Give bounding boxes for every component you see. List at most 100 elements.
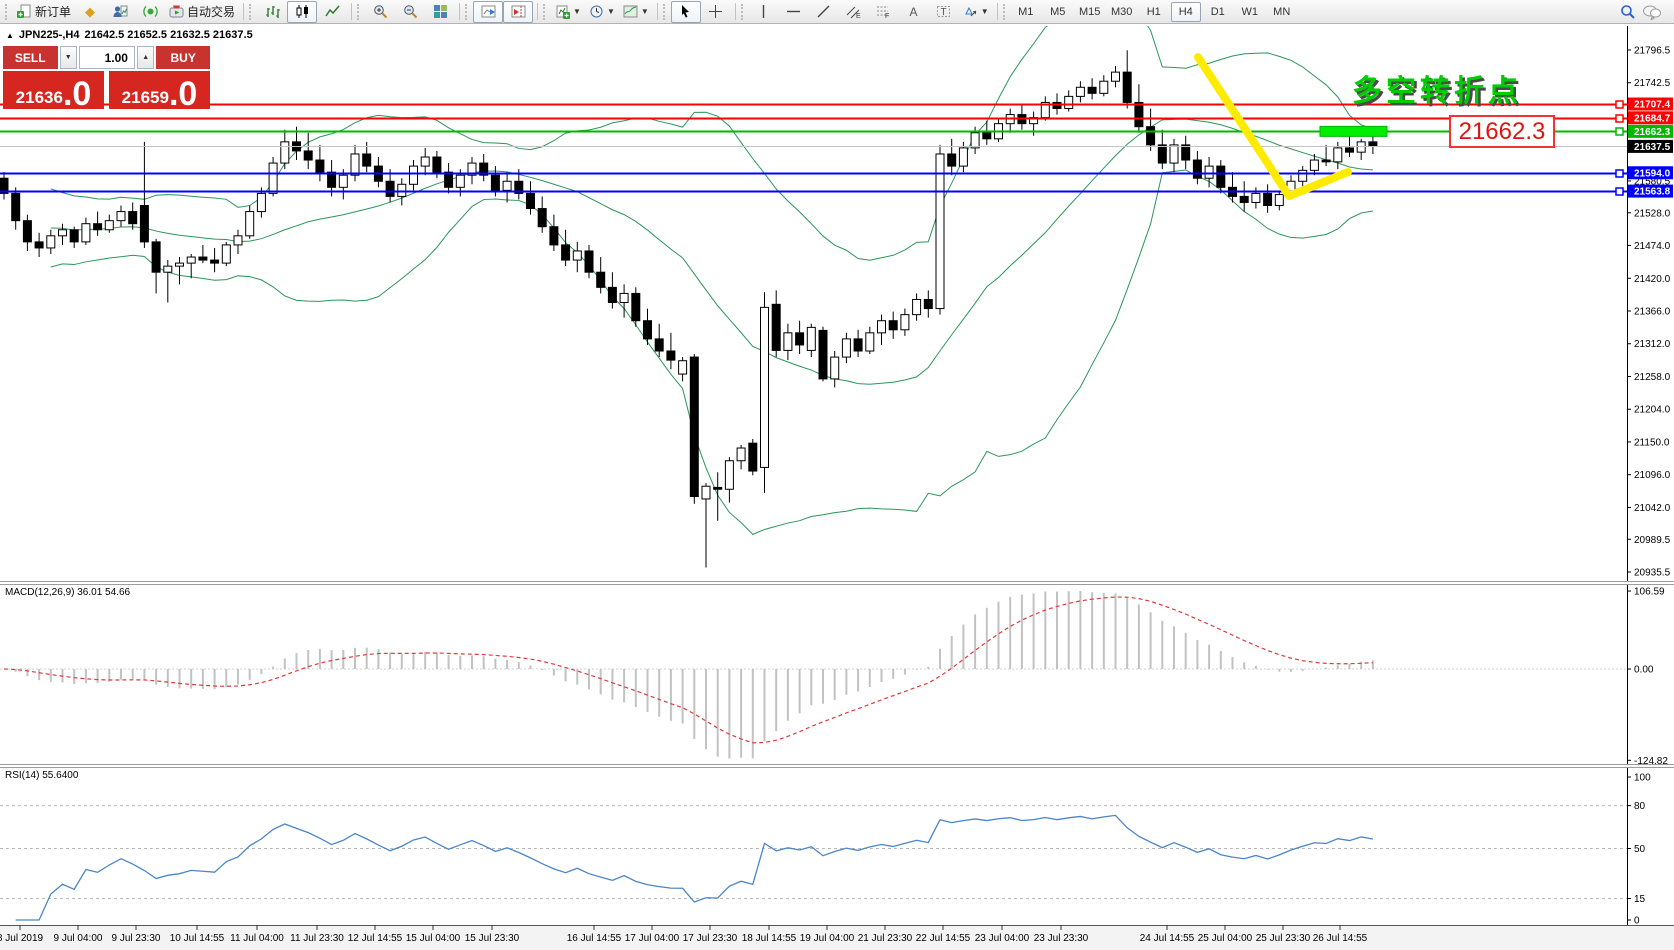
price-badge	[1628, 166, 1673, 180]
svg-text:A: A	[910, 5, 918, 19]
candle	[502, 180, 512, 191]
candle	[1239, 195, 1249, 203]
candle	[923, 298, 933, 310]
chat-icon[interactable]	[1642, 4, 1662, 20]
timeframe-button-M5[interactable]: M5	[1050, 5, 1066, 18]
new-order-button[interactable]: 新订单	[13, 1, 75, 23]
bar-chart-button[interactable]	[257, 1, 287, 23]
macd-layer	[0, 591, 1627, 759]
svg-text:100: 100	[1634, 773, 1651, 784]
trendline-button[interactable]	[809, 1, 839, 23]
candle	[1298, 169, 1308, 182]
candle	[666, 350, 676, 361]
text-button[interactable]: A	[899, 1, 929, 23]
candle	[221, 244, 231, 264]
panel-separator-rsi[interactable]	[0, 764, 1674, 768]
new-chart-button[interactable]: ▼	[551, 1, 585, 23]
volume-decrease-button[interactable]: ▼	[59, 46, 77, 69]
main-chart-layer	[0, 26, 1627, 568]
zoom-out-button[interactable]	[395, 1, 425, 23]
label-icon: T	[937, 6, 951, 18]
svg-text:20989.5: 20989.5	[1634, 535, 1671, 546]
tile-windows-icon	[433, 5, 447, 18]
fibonacci-button[interactable]: F	[869, 1, 899, 23]
metaeditor-button[interactable]: ◆	[75, 1, 105, 23]
label-button[interactable]: T	[929, 1, 959, 23]
time-axis-label: 18 Jul 14:55	[742, 933, 797, 944]
timeframe-button-M30[interactable]: M30	[1111, 5, 1133, 18]
buy-price-tile[interactable]: 21659 .0	[109, 71, 210, 111]
sell-button[interactable]: SELL	[3, 46, 58, 69]
tile-windows-button[interactable]	[425, 1, 455, 23]
channel-button[interactable]: E	[839, 1, 869, 23]
svg-text:21742.5: 21742.5	[1634, 78, 1671, 89]
timeframe-button-M1[interactable]: M1	[1018, 5, 1034, 18]
candle	[1263, 192, 1273, 207]
line-chart-button[interactable]	[317, 1, 347, 23]
timeframe-button-H1[interactable]: H1	[1146, 5, 1161, 18]
buy-button[interactable]: BUY	[156, 46, 210, 69]
svg-text:80: 80	[1634, 801, 1646, 812]
candle	[1157, 144, 1167, 164]
profile-button[interactable]	[105, 1, 135, 23]
horizontal-line-button[interactable]	[779, 1, 809, 23]
candle	[526, 192, 535, 210]
time-axis-strip	[0, 926, 1674, 950]
candlestick-chart-button[interactable]	[287, 0, 318, 23]
indicators-button[interactable]: ▼	[619, 1, 653, 23]
auto-scroll-button[interactable]	[473, 0, 504, 23]
sell-price-tile[interactable]: 21636 .0	[3, 71, 104, 111]
candle	[432, 156, 442, 173]
shapes-icon	[964, 6, 977, 17]
candle	[22, 220, 32, 243]
time-axis-label: 17 Jul 04:00	[625, 933, 680, 944]
time-axis-label: 15 Jul 23:30	[465, 933, 520, 944]
timeframe-button-H4[interactable]: H4	[1170, 1, 1201, 22]
volume-increase-button[interactable]: ▲	[136, 46, 155, 69]
turning-point-annotation: 多空转折点	[1352, 75, 1522, 108]
volume-input[interactable]	[78, 46, 135, 69]
one-click-trading-panel: SELL ▼ ▲ BUY 21636 .0 21659 .0	[3, 46, 210, 111]
candle	[912, 298, 922, 316]
chevron-down-icon: ▼	[64, 54, 72, 61]
panel-separator-macd[interactable]	[0, 581, 1674, 585]
candle	[1146, 126, 1156, 146]
profiles-button[interactable]: ▼	[585, 1, 619, 23]
candle	[1099, 80, 1109, 94]
candle	[748, 442, 758, 472]
timeframe-button-D1[interactable]: D1	[1210, 5, 1225, 18]
candle	[385, 180, 395, 197]
timeframe-button-M15[interactable]: M15	[1079, 5, 1101, 18]
auto-trading-button[interactable]: 自动交易	[165, 1, 239, 23]
trendline-icon	[817, 5, 830, 18]
toolbar: 新订单 ◆ 自动交易 ▼ ▼ ▼	[0, 0, 1674, 24]
candle	[397, 183, 407, 197]
broadcast-button[interactable]	[135, 1, 165, 23]
candle	[256, 192, 266, 213]
vertical-line-button[interactable]	[749, 1, 779, 23]
candle	[888, 320, 898, 331]
macd-indicator-label: MACD(12,26,9) 36.01 54.66	[5, 587, 131, 598]
timeframe-button-MN[interactable]: MN	[1273, 5, 1291, 18]
yellow-zigzag	[1194, 53, 1352, 200]
timeframe-button-W1[interactable]: W1	[1241, 5, 1258, 18]
search-icon[interactable]	[1620, 4, 1636, 20]
candle	[1321, 159, 1331, 163]
candle	[198, 256, 208, 261]
crosshair-button[interactable]	[701, 1, 731, 23]
chart-shift-button[interactable]	[503, 0, 534, 23]
candle	[1087, 86, 1097, 94]
chevron-down-icon: ▼	[606, 6, 615, 16]
candle	[607, 286, 617, 304]
candle	[58, 229, 67, 237]
cursor-button[interactable]	[670, 0, 701, 23]
zoom-in-button[interactable]	[365, 1, 395, 23]
svg-text:21204.0: 21204.0	[1634, 405, 1671, 416]
candle	[479, 162, 489, 176]
line-chart-icon	[324, 5, 340, 17]
new-order-icon	[17, 4, 31, 18]
candle	[245, 211, 255, 237]
candle	[877, 320, 886, 334]
shapes-button[interactable]: ▼	[959, 1, 993, 23]
